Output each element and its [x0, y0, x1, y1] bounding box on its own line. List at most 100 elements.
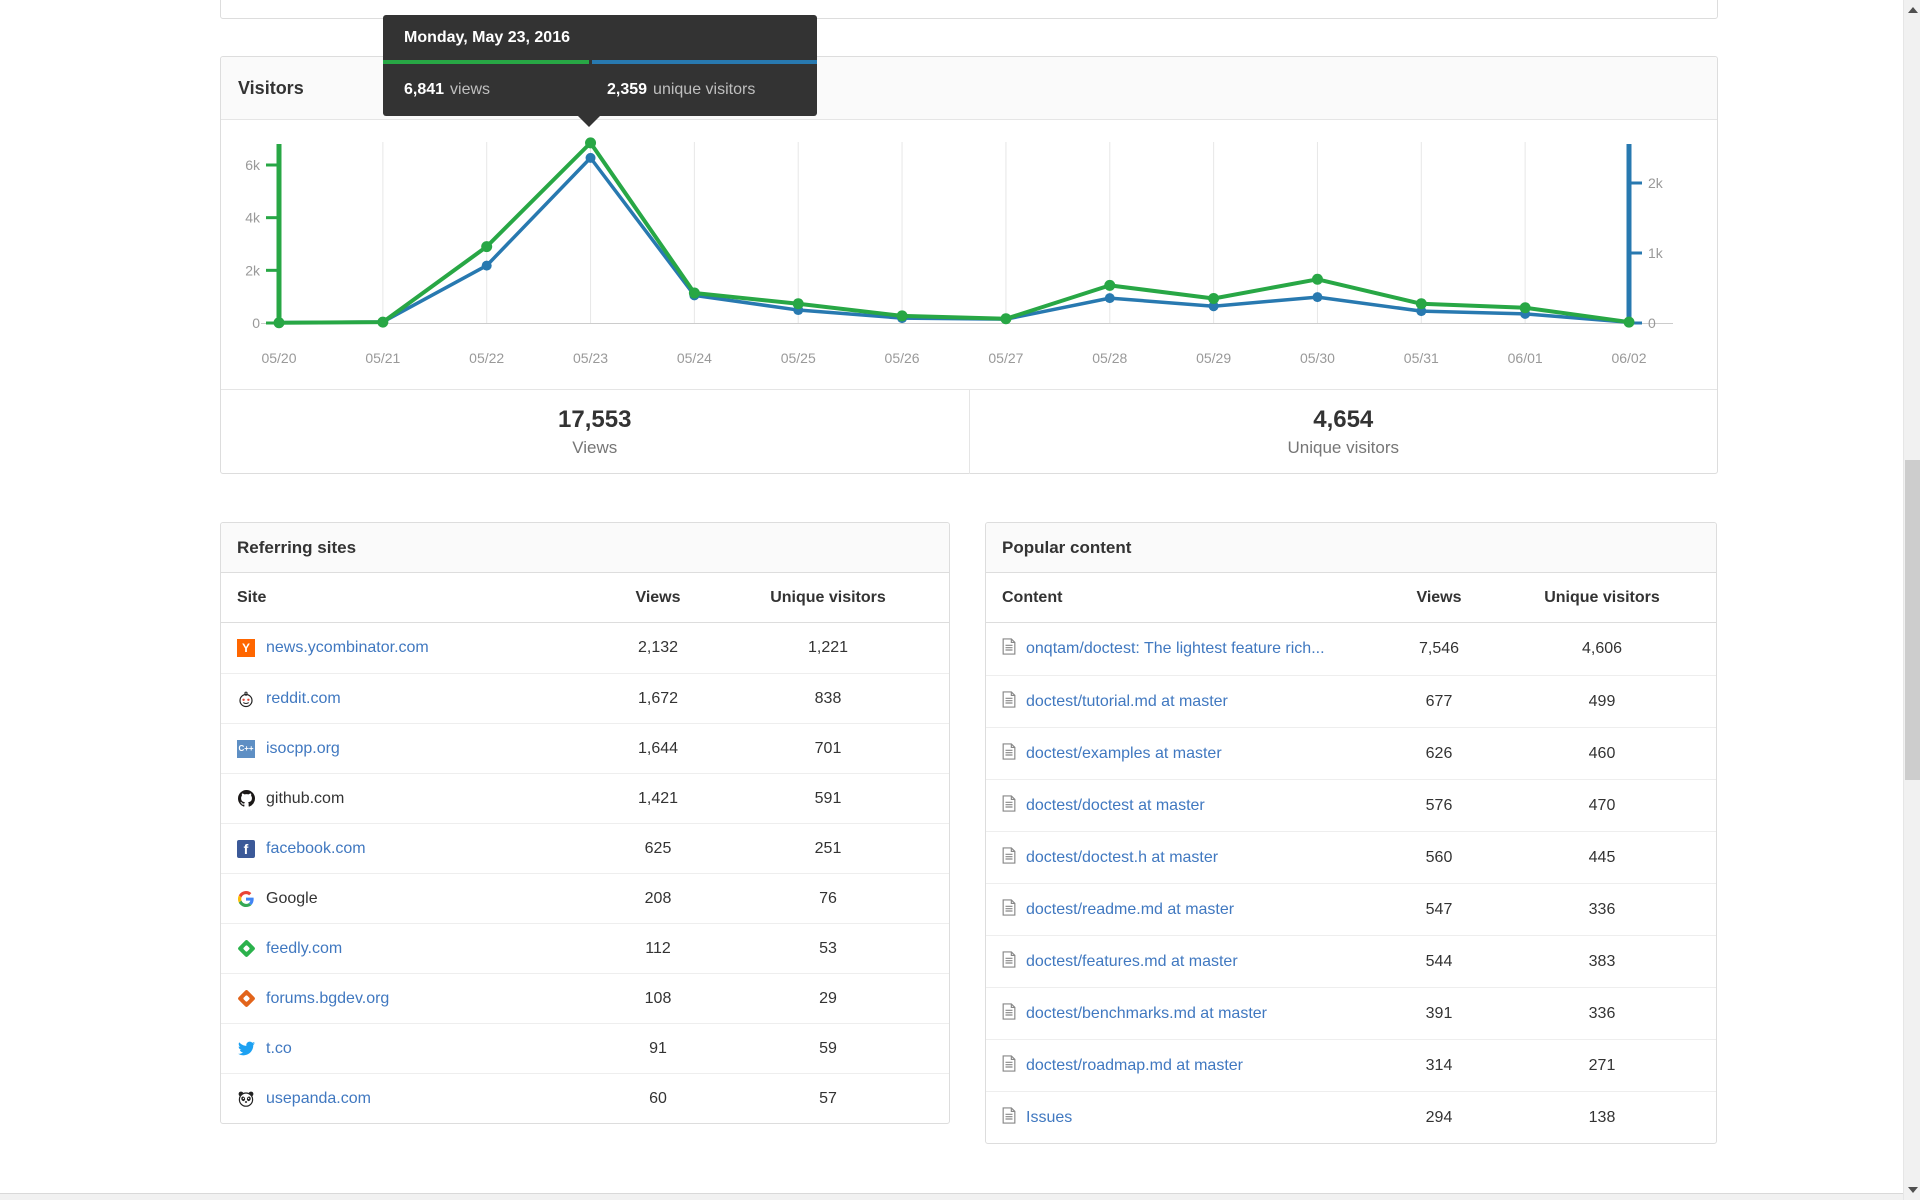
previous-panel-edge [220, 0, 1718, 19]
scroll-up-icon[interactable] [1908, 7, 1918, 13]
views-point[interactable] [585, 137, 597, 149]
visitors-chart-svg[interactable]: 0 1k 2k 0 2k 4k 6k 05/20 05/21 05/22 05/23 05/24 05/… [221, 120, 1717, 389]
site-link[interactable]: feedly.com [266, 939, 343, 957]
unique-visitors-value: 838 [814, 689, 842, 707]
site-link[interactable]: t.co [266, 1039, 292, 1057]
panda-favicon-icon [237, 1090, 266, 1108]
views-point[interactable] [1104, 279, 1116, 291]
site-cell: reddit.com [237, 690, 578, 708]
views-point[interactable] [896, 310, 908, 322]
github-favicon-icon [237, 790, 266, 808]
content-cell: onqtam/doctest: The lightest feature ric… [1002, 638, 1359, 660]
visitors-title: Visitors [238, 77, 304, 98]
popular-content-panel: Popular content Content Views Unique vis… [985, 522, 1717, 1144]
views-value: 547 [1425, 900, 1453, 918]
scroll-down-icon[interactable] [1908, 1187, 1918, 1193]
views-point[interactable] [1415, 298, 1427, 310]
file-icon [1002, 794, 1026, 817]
content-link[interactable]: doctest/tutorial.md at master [1026, 692, 1228, 710]
views-point[interactable] [1519, 302, 1531, 314]
left-axis-tick-label: 4k [245, 210, 261, 226]
views-point[interactable] [273, 317, 285, 329]
date-label: 05/24 [677, 350, 712, 366]
content-link[interactable]: doctest/roadmap.md at master [1026, 1056, 1243, 1074]
visitors-chart: 0 1k 2k 0 2k 4k 6k 05/20 05/21 05/22 05/23 05/24 05/… [221, 120, 1717, 389]
site-cell: github.com [237, 790, 578, 808]
views-value: 1,421 [637, 789, 679, 807]
referring-sites-header: Site Views Unique visitors [221, 573, 949, 623]
views-value: 1,672 [637, 689, 679, 707]
date-label: 05/28 [1092, 350, 1127, 366]
views-point[interactable] [1311, 273, 1323, 285]
unique-visitors-point[interactable] [1208, 301, 1219, 312]
scrollbar-thumb[interactable] [1905, 460, 1920, 780]
bottom-scrollbar-strip[interactable] [0, 1193, 1920, 1200]
file-icon [1002, 690, 1026, 713]
table-row: doctest/features.md at master 544 383 [986, 935, 1716, 987]
table-row: usepanda.com 60 57 [221, 1073, 949, 1123]
column-content: Content [1002, 588, 1063, 606]
table-row: feedly.com 112 53 [221, 923, 949, 973]
views-value: 208 [644, 889, 672, 907]
content-cell: doctest/readme.md at master [1002, 898, 1359, 921]
vertical-scrollbar[interactable] [1903, 0, 1920, 1200]
total-views-value: 17,553 [558, 406, 632, 434]
site-label: Google [266, 889, 318, 907]
site-label: github.com [266, 789, 345, 807]
site-link[interactable]: isocpp.org [266, 739, 340, 757]
views-value: 60 [649, 1089, 667, 1107]
site-cell: feedly.com [236, 939, 578, 958]
unique-visitors-point[interactable] [481, 260, 492, 271]
views-value: 1,644 [637, 739, 679, 757]
unique-visitors-value: 460 [1588, 744, 1616, 762]
hackernews-favicon-icon: Y [237, 639, 266, 657]
date-label: 05/21 [365, 350, 400, 366]
views-point[interactable] [1208, 293, 1220, 305]
table-row: onqtam/doctest: The lightest feature ric… [986, 623, 1716, 675]
left-axis-tick-label: 2k [245, 262, 261, 278]
site-link[interactable]: facebook.com [266, 839, 366, 857]
table-row: forums.bgdev.org 108 29 [221, 973, 949, 1023]
content-link[interactable]: doctest/doctest.h at master [1026, 848, 1219, 866]
content-link[interactable]: onqtam/doctest: The lightest feature ric… [1026, 640, 1325, 657]
site-link[interactable]: usepanda.com [266, 1089, 371, 1107]
content-link[interactable]: doctest/readme.md at master [1026, 900, 1235, 918]
views-point[interactable] [1000, 313, 1012, 325]
unique-visitors-value: 138 [1588, 1108, 1616, 1126]
table-row: Google 208 76 [221, 873, 949, 923]
date-label: 05/27 [988, 350, 1023, 366]
reddit-favicon-icon [237, 690, 266, 708]
tooltip-arrow-icon [578, 116, 600, 127]
tooltip-unique-cell: 2,359 unique visitors [592, 60, 817, 116]
site-cell: C++ isocpp.org [237, 739, 578, 758]
unique-visitors-value: 251 [814, 839, 842, 857]
views-point[interactable] [377, 316, 389, 328]
site-link[interactable]: news.ycombinator.com [266, 639, 429, 656]
content-link[interactable]: doctest/features.md at master [1026, 952, 1238, 970]
content-link[interactable]: Issues [1026, 1108, 1073, 1126]
views-point[interactable] [1623, 316, 1635, 328]
file-icon [1002, 898, 1026, 921]
views-value: 625 [644, 839, 672, 857]
content-link[interactable]: doctest/examples at master [1026, 744, 1222, 762]
content-link[interactable]: doctest/benchmarks.md at master [1026, 1004, 1267, 1022]
views-point[interactable] [481, 241, 493, 253]
views-point[interactable] [792, 298, 804, 310]
site-link[interactable]: forums.bgdev.org [266, 989, 390, 1007]
unique-visitors-point[interactable] [585, 152, 596, 163]
views-point[interactable] [688, 287, 700, 299]
unique-visitors-value: 499 [1588, 692, 1616, 710]
unique-visitors-value: 701 [814, 739, 842, 757]
content-link[interactable]: doctest/doctest at master [1026, 796, 1205, 814]
unique-visitors-point[interactable] [1312, 292, 1323, 303]
unique-visitors-point[interactable] [1104, 293, 1115, 304]
views-value: 626 [1425, 744, 1453, 762]
unique-visitors-value: 445 [1588, 848, 1616, 866]
tooltip-views-value: 6,841 [404, 81, 445, 98]
site-link[interactable]: reddit.com [266, 689, 341, 707]
bgdev-favicon-icon [236, 989, 266, 1008]
table-row: doctest/readme.md at master 547 336 [986, 883, 1716, 935]
date-label: 05/30 [1300, 350, 1335, 366]
referring-sites-panel: Referring sites Site Views Unique visito… [220, 522, 950, 1124]
